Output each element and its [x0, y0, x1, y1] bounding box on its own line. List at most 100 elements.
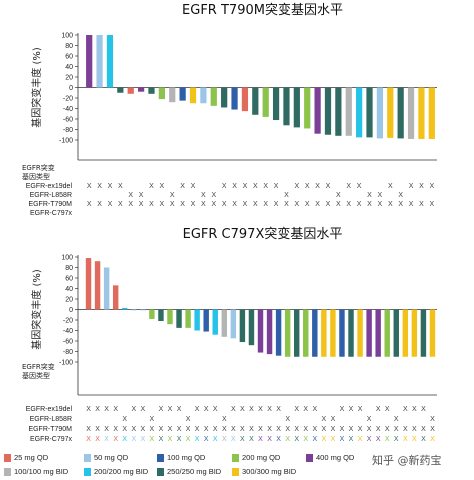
mutation-mark: X: [295, 201, 300, 208]
mutation-mark: X: [211, 201, 216, 208]
legend-label: 25 mg QD: [14, 453, 49, 462]
mutation-mark: X: [303, 436, 308, 443]
bar-2-13: [194, 309, 200, 331]
mutation-mark: X: [122, 426, 127, 433]
mutation-mark: X: [253, 183, 258, 190]
mutation-mark: X: [294, 406, 299, 413]
mutation-mark: X: [294, 436, 299, 443]
bar-1-22: [304, 87, 311, 129]
y-tick-label: -60: [63, 117, 73, 124]
mutation-mark: X: [213, 406, 218, 413]
mutation-mark: X: [128, 192, 133, 199]
mutation-mark: X: [385, 406, 390, 413]
mutation-mark: X: [95, 436, 100, 443]
mutation-mark: X: [385, 426, 390, 433]
mutation-mark: X: [159, 406, 164, 413]
mutation-mark: X: [186, 436, 191, 443]
mutation-mark: X: [213, 436, 218, 443]
mutation-mark: X: [349, 406, 354, 413]
mutation-mark: X: [201, 201, 206, 208]
mutation-mark: X: [394, 436, 399, 443]
mutation-mark: X: [191, 201, 196, 208]
legend-item: 200 mg QD: [232, 451, 280, 464]
mutation-mark: X: [168, 426, 173, 433]
bar-1-30: [387, 87, 394, 138]
mutation-mark: X: [86, 406, 91, 413]
mutation-mark: X: [412, 436, 417, 443]
legend-label: 200 mg QD: [242, 453, 281, 462]
mutation-mark: X: [213, 426, 218, 433]
mutation-mark: X: [222, 436, 227, 443]
mutation-mark: X: [331, 426, 336, 433]
mutation-mark: X: [240, 406, 245, 413]
legend-label: 200/200 mg BID: [94, 467, 149, 476]
mutation-mark: X: [186, 426, 191, 433]
mutation-mark: X: [240, 426, 245, 433]
mutation-mark: X: [95, 406, 100, 413]
mutation-mark: X: [150, 426, 155, 433]
bar-2-14: [203, 309, 209, 332]
mutation-mark: X: [403, 426, 408, 433]
mutation-mark: X: [204, 436, 209, 443]
legend-item: 400 mg QD: [306, 451, 354, 464]
bar-1-34: [428, 87, 435, 139]
mutation-mark: X: [322, 426, 327, 433]
bar-1-1: [86, 35, 93, 88]
bar-2-31: [357, 309, 363, 357]
legend-item: 300/300 mg BID: [232, 465, 296, 478]
legend-swatch: [157, 467, 164, 476]
y-tick-label: 80: [65, 43, 73, 50]
mutation-mark: X: [113, 426, 118, 433]
mutation-mark: X: [376, 406, 381, 413]
mutation-mark: X: [429, 183, 434, 190]
bar-1-8: [158, 87, 165, 100]
mutation-mark: X: [113, 436, 118, 443]
y-tick-label: -20: [63, 96, 73, 103]
mutation-mark: X: [303, 406, 308, 413]
mutation-header: 基因类型: [22, 371, 50, 380]
mutation-mark: X: [322, 436, 327, 443]
mutation-mark: X: [204, 426, 209, 433]
bar-1-18: [262, 87, 269, 117]
bar-2-24: [293, 309, 300, 357]
mutation-mark: X: [160, 201, 165, 208]
mutation-mark: X: [149, 183, 154, 190]
mutation-mark: X: [285, 416, 290, 423]
bar-2-6: [131, 309, 137, 311]
legend-swatch: [84, 467, 91, 476]
y-tick-label: -100: [59, 360, 73, 367]
legend-swatch: [84, 453, 91, 462]
mutation-mark: X: [150, 436, 155, 443]
mutation-mark: X: [108, 183, 113, 190]
bar-2-33: [375, 309, 381, 357]
bar-2-7: [140, 309, 146, 311]
legend-label: 100/100 mg BID: [14, 467, 69, 476]
mutation-mark: X: [421, 436, 426, 443]
mutation-mark: X: [403, 406, 408, 413]
bar-2-17: [230, 309, 237, 339]
mutation-mark: X: [315, 183, 320, 190]
legend-label: 300/300 mg BID: [242, 467, 297, 476]
y-axis-label: 基因突变丰度 (%): [30, 269, 43, 350]
mutation-mark: X: [159, 426, 164, 433]
mutation-mark: X: [394, 426, 399, 433]
legend-item: 50 mg QD: [84, 451, 128, 464]
mutation-mark: X: [276, 426, 281, 433]
chart-title: EGFR T790M突变基因水平: [182, 2, 343, 18]
y-tick-label: 40: [65, 286, 73, 293]
bar-1-3: [106, 35, 114, 88]
bar-2-20: [257, 309, 264, 353]
mutation-mark: X: [263, 201, 268, 208]
mutation-mark: X: [376, 436, 381, 443]
mutation-mark: X: [232, 201, 237, 208]
mutation-mark: X: [367, 192, 372, 199]
mutation-mark: X: [118, 201, 123, 208]
mutation-mark: X: [315, 201, 320, 208]
legend-item: 250/250 mg BID: [157, 465, 221, 478]
legend-label: 50 mg QD: [94, 453, 129, 462]
chart-title: EGFR C797X突变基因水平: [183, 226, 343, 242]
mutation-row-label: EGFR-ex19del: [26, 183, 73, 190]
mutation-mark: X: [340, 406, 345, 413]
mutation-mark: X: [322, 416, 327, 423]
mutation-mark: X: [305, 201, 310, 208]
